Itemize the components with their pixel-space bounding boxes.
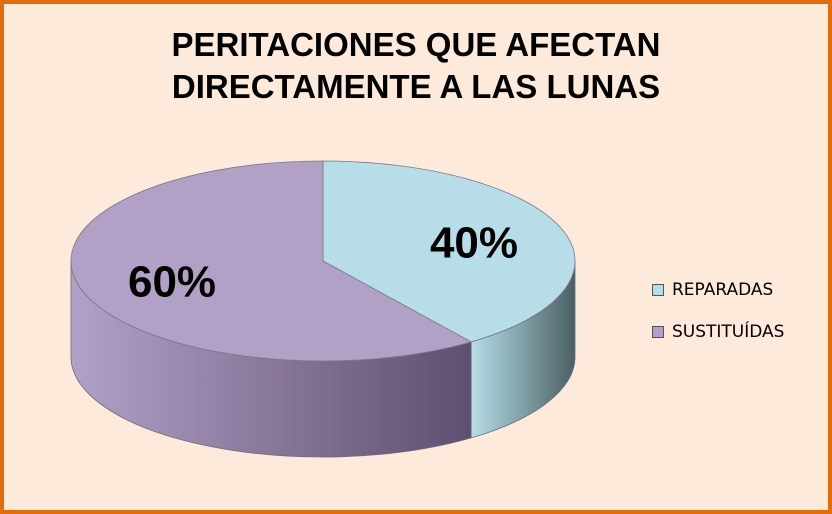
pie-labels: 40% 60% [128, 219, 518, 307]
pie-tops [70, 160, 576, 362]
chart-title-line-2: DIRECTAMENTE A LAS LUNAS [171, 68, 661, 105]
legend: REPARADAS SUSTITUÍDAS [652, 279, 784, 363]
pie-slice-sustitu-das [70, 160, 473, 362]
chart-title: PERITACIONES QUE AFECTAN DIRECTAMENTE A … [0, 24, 832, 108]
legend-label-sustituidas: SUSTITUÍDAS [672, 322, 785, 342]
data-label-reparadas: 40% [430, 219, 518, 268]
legend-swatch-sustituidas [652, 326, 664, 338]
pie-slice-reparadas [322, 160, 576, 343]
data-label-sustitu-das: 60% [128, 257, 216, 306]
legend-item-reparadas: REPARADAS [652, 279, 784, 301]
chart-title-line-1: PERITACIONES QUE AFECTAN [171, 26, 661, 63]
legend-label-reparadas: REPARADAS [672, 280, 774, 300]
legend-swatch-reparadas [652, 284, 664, 296]
legend-item-sustituidas: SUSTITUÍDAS [652, 321, 784, 343]
